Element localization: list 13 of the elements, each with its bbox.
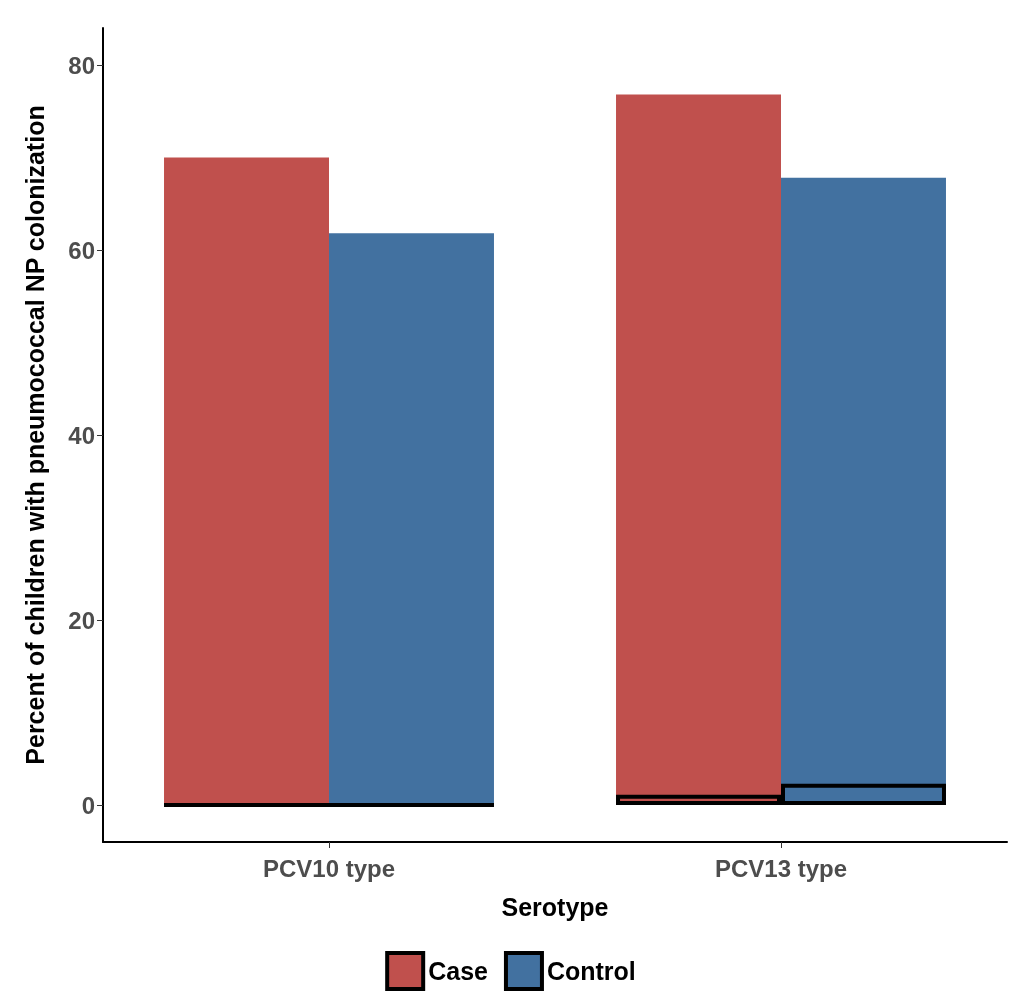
y-axis-title: Percent of children with pneumococcal NP colonization bbox=[20, 105, 49, 765]
y-tick-label: 0 bbox=[81, 791, 95, 819]
y-tick-label: 80 bbox=[68, 51, 95, 79]
legend-label: Control bbox=[546, 957, 636, 985]
x-axis-title: Serotype bbox=[501, 892, 609, 921]
x-tick-label: PCV10 type bbox=[262, 854, 396, 882]
y-tick-label: 40 bbox=[68, 421, 95, 449]
bar bbox=[164, 157, 329, 805]
y-tick-label: 60 bbox=[68, 236, 95, 264]
legend-label: Case bbox=[428, 957, 489, 985]
bar bbox=[329, 233, 494, 805]
x-tick-label: PCV13 type bbox=[714, 854, 848, 882]
y-tick-label: 20 bbox=[68, 606, 95, 634]
